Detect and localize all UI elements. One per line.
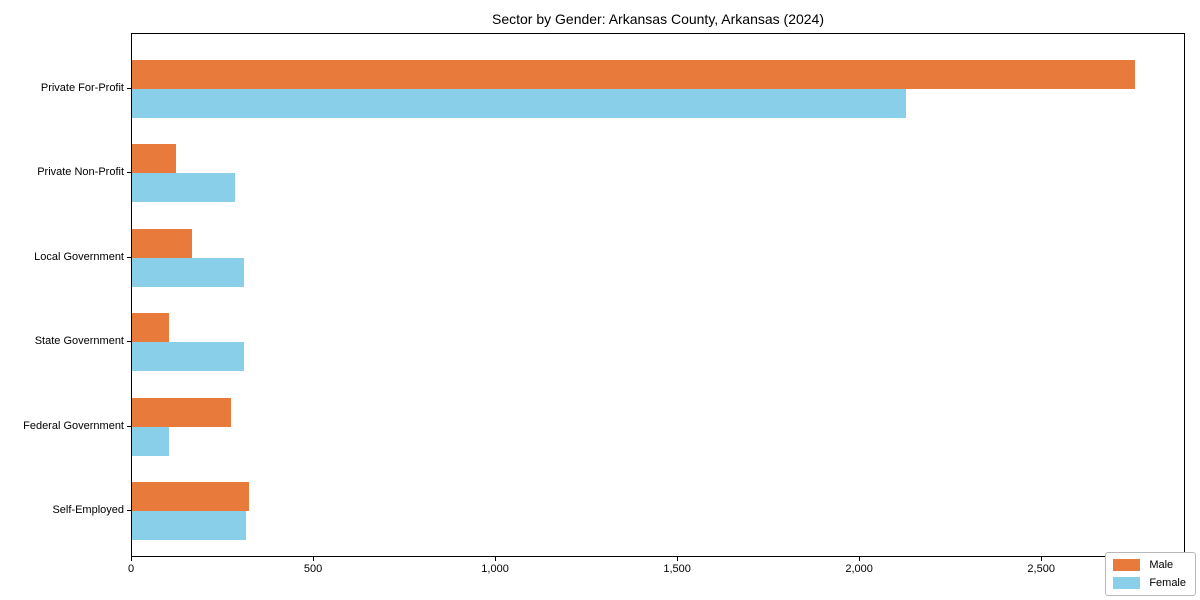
y-tick-mark bbox=[127, 172, 131, 174]
male-bar-private-non-profit bbox=[132, 144, 177, 174]
x-tick-mark bbox=[1041, 557, 1043, 561]
y-tick-mark bbox=[127, 256, 131, 258]
y-tick-mark bbox=[127, 88, 131, 89]
female-bar-federal-government bbox=[132, 426, 170, 456]
male-bar-private-for-profit bbox=[132, 60, 1135, 89]
x-tick-label: 0 bbox=[127, 563, 135, 575]
male-swatch-icon bbox=[1113, 559, 1141, 571]
x-tick-mark bbox=[131, 557, 132, 561]
x-tick-label: 2,500 bbox=[1027, 563, 1055, 575]
y-axis-label: State Government bbox=[34, 335, 124, 348]
y-tick-mark bbox=[127, 425, 131, 427]
legend-label: Female bbox=[1149, 577, 1186, 589]
legend: Male Female bbox=[1105, 552, 1196, 596]
x-tick-label: 1,000 bbox=[481, 563, 509, 575]
y-axis-label: Private Non-Profit bbox=[37, 166, 124, 179]
y-axis-label: Private For-Profit bbox=[40, 82, 124, 94]
female-bar-self-employed bbox=[132, 511, 246, 540]
x-tick-mark bbox=[313, 557, 315, 561]
female-bar-private-non-profit bbox=[132, 173, 236, 203]
x-tick-label: 500 bbox=[303, 563, 323, 575]
chart-title: Sector by Gender: Arkansas County, Arkan… bbox=[491, 11, 825, 27]
y-tick-mark bbox=[127, 341, 131, 343]
female-bar-local-government bbox=[132, 257, 244, 287]
legend-entry-male: Male bbox=[1113, 559, 1186, 571]
female-bar-state-government bbox=[132, 342, 244, 372]
y-axis-label: Local Government bbox=[34, 250, 124, 263]
plot-area bbox=[131, 33, 1185, 557]
y-axis-label: Self-Employed bbox=[52, 504, 124, 516]
male-bar-self-employed bbox=[132, 482, 249, 511]
legend-entry-female: Female bbox=[1113, 577, 1186, 589]
female-swatch-icon bbox=[1113, 577, 1141, 589]
male-bar-local-government bbox=[132, 228, 193, 258]
x-tick-label: 1,500 bbox=[663, 563, 691, 575]
x-tick-mark bbox=[859, 557, 861, 561]
male-bar-state-government bbox=[132, 313, 170, 343]
y-tick-mark bbox=[127, 510, 131, 511]
x-tick-mark bbox=[495, 557, 497, 561]
y-axis-label: Federal Government bbox=[23, 419, 124, 432]
female-bar-private-for-profit bbox=[132, 89, 906, 118]
male-bar-federal-government bbox=[132, 397, 231, 427]
x-tick-label: 2,000 bbox=[845, 563, 873, 575]
x-tick-mark bbox=[677, 557, 679, 561]
legend-label: Male bbox=[1149, 559, 1174, 571]
